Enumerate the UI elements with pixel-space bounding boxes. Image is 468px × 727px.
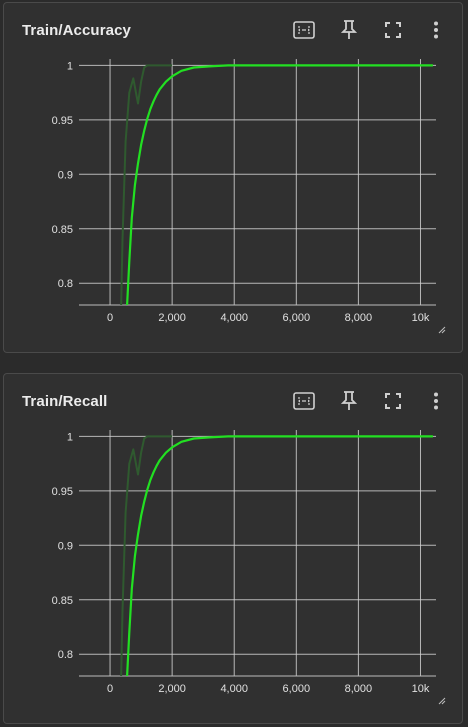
y-tick-label: 1 — [67, 431, 73, 443]
smoothed-series-line — [126, 64, 433, 305]
x-tick-label: 0 — [107, 683, 113, 695]
chart-svg[interactable]: 0.8 0.85 0.9 0.95 1 0 2,000 4,000 6,000 8,000 10k — [4, 55, 462, 345]
x-tick-label: 6,000 — [283, 683, 311, 695]
card-title: Train/Recall — [22, 393, 108, 410]
y-tick-label: 0.85 — [52, 595, 73, 607]
y-tick-label: 0.8 — [58, 278, 73, 290]
y-tick-label: 0.95 — [52, 115, 73, 127]
fullscreen-icon[interactable] — [380, 388, 406, 414]
fit-domain-icon[interactable] — [291, 17, 317, 43]
pin-icon[interactable] — [336, 17, 362, 43]
y-tick-label: 0.8 — [58, 649, 73, 661]
x-tick-label: 10k — [412, 683, 430, 695]
y-tick-label: 1 — [67, 60, 73, 72]
y-tick-label: 0.85 — [52, 224, 73, 236]
line-chart[interactable]: 0.8 0.85 0.9 0.95 1 0 2,000 4,000 6,000 8,000 10k — [4, 426, 462, 716]
y-tick-label: 0.95 — [52, 486, 73, 498]
raw-series-line — [120, 435, 173, 676]
x-tick-label: 8,000 — [345, 312, 373, 324]
resize-handle-icon[interactable] — [438, 697, 446, 705]
smoothed-series-line — [126, 435, 433, 676]
x-tick-label: 2,000 — [158, 312, 186, 324]
resize-handle-icon[interactable] — [438, 326, 446, 334]
x-tick-label: 6,000 — [283, 312, 311, 324]
y-tick-label: 0.9 — [58, 169, 73, 181]
pin-icon[interactable] — [336, 388, 362, 414]
card-header: Train/Recall — [4, 374, 462, 426]
fullscreen-icon[interactable] — [380, 17, 406, 43]
more-vert-icon[interactable] — [423, 17, 449, 43]
card-header: Train/Accuracy — [4, 3, 462, 55]
x-tick-label: 2,000 — [158, 683, 186, 695]
scalar-card-recall: Train/Recall 0.8 0.85 0.9 0.95 1 0 2,000 4,000 6… — [3, 373, 463, 724]
more-vert-icon[interactable] — [423, 388, 449, 414]
x-tick-label: 4,000 — [220, 683, 248, 695]
scalar-card-accuracy: Train/Accuracy 0.8 0.85 0.9 0.95 1 0 2,000 4,00… — [3, 2, 463, 353]
x-tick-label: 8,000 — [345, 683, 373, 695]
card-title: Train/Accuracy — [22, 22, 131, 39]
y-tick-label: 0.9 — [58, 540, 73, 552]
x-tick-label: 10k — [412, 312, 430, 324]
x-tick-label: 0 — [107, 312, 113, 324]
line-chart[interactable]: 0.8 0.85 0.9 0.95 1 0 2,000 4,000 6,000 8,000 10k — [4, 55, 462, 345]
fit-domain-icon[interactable] — [291, 388, 317, 414]
x-tick-label: 4,000 — [220, 312, 248, 324]
raw-series-line — [120, 64, 173, 305]
chart-svg[interactable]: 0.8 0.85 0.9 0.95 1 0 2,000 4,000 6,000 8,000 10k — [4, 426, 462, 716]
